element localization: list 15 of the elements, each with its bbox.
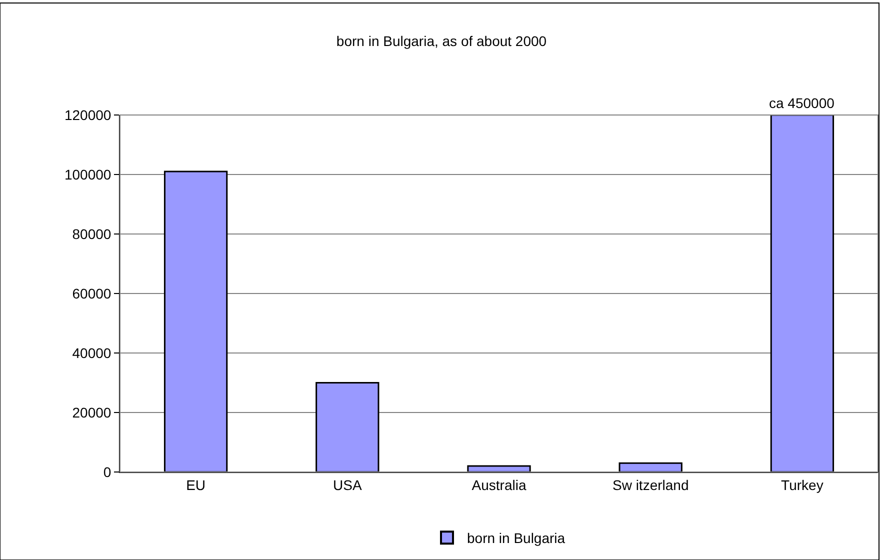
legend-label: born in Bulgaria xyxy=(467,530,566,546)
y-tick-label: 60000 xyxy=(72,285,112,302)
x-tick-label: USA xyxy=(333,476,362,493)
x-tick-label: Turkey xyxy=(781,476,824,493)
y-tick-label: 80000 xyxy=(72,226,112,242)
y-tick-label: 100000 xyxy=(64,166,112,182)
x-tick-label: EU xyxy=(186,476,206,493)
y-tick-label: 40000 xyxy=(72,344,112,361)
x-tick-label: Sw itzerland xyxy=(612,476,689,493)
data-label: ca 450000 xyxy=(769,95,835,111)
x-tick-label: Australia xyxy=(472,476,526,493)
y-tick-label: 120000 xyxy=(64,106,112,123)
y-tick-label: 20000 xyxy=(72,404,112,420)
y-tick-label: 0 xyxy=(103,464,112,480)
chart-title: born in Bulgaria, as of about 2000 xyxy=(336,33,547,50)
